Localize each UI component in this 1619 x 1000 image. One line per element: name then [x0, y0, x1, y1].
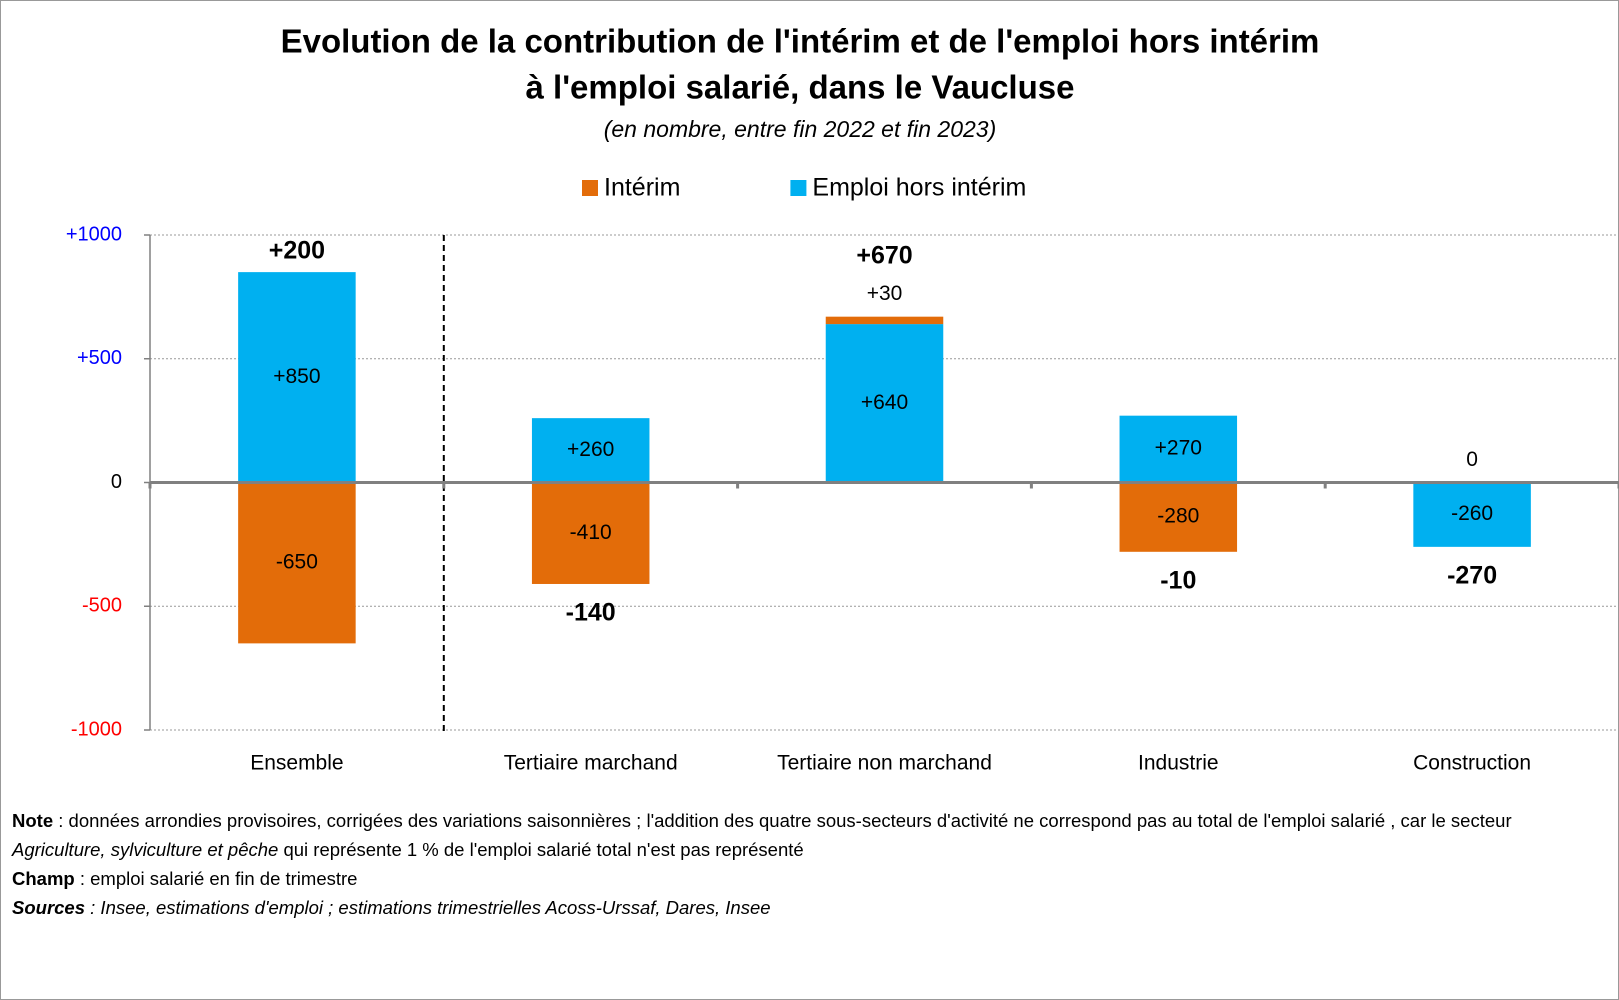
y-tick-label: +1000: [66, 223, 122, 245]
y-tick-label: -500: [82, 595, 122, 617]
bar-segment: [1119, 482, 1238, 552]
total-label: -140: [566, 599, 616, 627]
note-text: Sources: [12, 897, 86, 918]
bar-segment: [238, 272, 356, 483]
x-tick-label: Ensemble: [250, 752, 343, 775]
x-tick-label: Tertiaire non marchand: [777, 752, 992, 775]
note-text: : Insee, estimations d'emploi ; estimati…: [85, 897, 771, 918]
value-label: +260: [567, 438, 614, 461]
y-tick-label: +500: [77, 347, 122, 369]
total-label: -270: [1447, 561, 1497, 589]
value-label: -260: [1451, 502, 1493, 525]
value-label: -280: [1157, 505, 1199, 528]
value-label: +270: [1155, 437, 1202, 460]
note-text: Agriculture, sylviculture et pêche: [12, 839, 279, 860]
total-label: -10: [1160, 566, 1196, 594]
legend-swatch: [582, 180, 598, 196]
x-tick-label: Construction: [1413, 752, 1531, 775]
legend-label: Intérim: [604, 174, 680, 202]
x-tick-label: Tertiaire marchand: [504, 752, 678, 775]
total-label: +200: [269, 237, 325, 265]
note-text: : données arrondies provisoires, corrigé…: [53, 810, 1512, 831]
bar-segment: [531, 418, 650, 483]
note-line: Champ : emploi salarié en fin de trimest…: [12, 864, 1602, 893]
bar-segment: [531, 482, 650, 584]
value-label: -650: [276, 550, 318, 573]
value-label: 0: [1466, 448, 1478, 471]
note-line: Sources : Insee, estimations d'emploi ; …: [12, 893, 1602, 922]
chart: Evolution de la contribution de l'intéri…: [66, 23, 1619, 775]
note-text: qui représente 1 % de l'emploi salarié t…: [278, 839, 804, 860]
note-text: : emploi salarié en fin de trimestre: [74, 868, 358, 889]
value-label: +850: [273, 365, 320, 388]
legend-swatch: [790, 180, 807, 196]
note-text: Note: [12, 810, 54, 831]
note-text: Champ: [12, 868, 75, 889]
bar-segment: [825, 324, 944, 483]
x-tick-label: Industrie: [1138, 752, 1219, 775]
chart-title: à l'emploi salarié, dans le Vaucluse: [526, 69, 1075, 106]
value-label: +640: [861, 391, 908, 414]
chart-subtitle: (en nombre, entre fin 2022 et fin 2023): [604, 116, 997, 142]
legend-label: Emploi hors intérim: [812, 174, 1026, 202]
bar-segment: [1413, 482, 1531, 547]
y-tick-label: 0: [111, 471, 122, 493]
chart-title: Evolution de la contribution de l'intéri…: [281, 23, 1320, 60]
notes: Note : données arrondies provisoires, co…: [12, 806, 1602, 922]
bar-segment: [1119, 415, 1238, 483]
value-label: -410: [570, 521, 612, 544]
bar-segment: [825, 316, 944, 325]
value-label: +30: [867, 282, 903, 305]
y-tick-label: -1000: [71, 718, 122, 740]
total-label: +670: [856, 241, 912, 269]
note-line: Note : données arrondies provisoires, co…: [12, 806, 1602, 864]
bar-segment: [238, 482, 356, 644]
